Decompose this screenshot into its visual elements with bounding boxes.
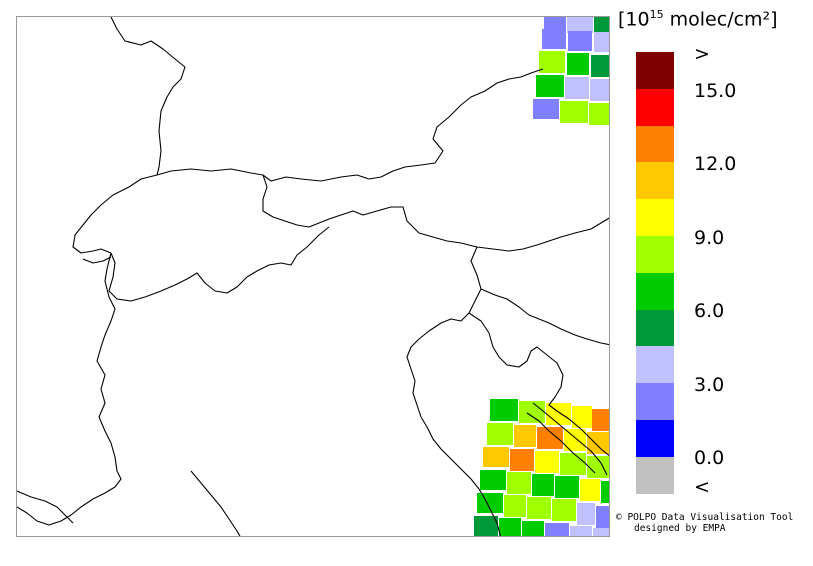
pixel-tile (590, 79, 609, 101)
legend-title-bracket-close: ] (770, 8, 778, 31)
pixel-tile (483, 447, 509, 467)
pixel-tile (594, 17, 609, 33)
pixel-tile (522, 521, 544, 536)
pixel-tile (565, 77, 589, 99)
pixel-tile (527, 497, 551, 519)
pixel-tile (519, 401, 545, 423)
pixel-tile (560, 453, 586, 475)
colorbar-segment (636, 162, 674, 200)
borders-layer (17, 17, 609, 536)
pixel-tile (537, 427, 563, 449)
pixel-swath-south (474, 399, 609, 536)
pixel-tile (601, 481, 609, 503)
border-fr-ch (72, 174, 158, 254)
colorbar-segment (636, 88, 674, 126)
colorbar (636, 52, 674, 494)
pixel-tile (564, 429, 586, 451)
pixel-tile (591, 55, 609, 77)
pixel-tile (546, 403, 571, 425)
border-ch-it (108, 226, 330, 302)
pixel-tile (487, 423, 513, 445)
map-canvas[interactable] (17, 17, 610, 537)
border-it-si (460, 246, 482, 322)
credit-block: © POLPO Data Visualisation Tool designed… (616, 512, 793, 534)
pixel-tile (567, 17, 593, 33)
pixel-tile (533, 99, 559, 119)
colorbar-segment (636, 383, 674, 420)
pixel-tile (594, 32, 609, 52)
border-de-north (156, 68, 544, 182)
pixel-tile (507, 472, 531, 494)
colorbar-label: 12.0 (694, 153, 737, 175)
pixel-tile (552, 499, 576, 521)
pixel-tile (580, 479, 600, 501)
colorbar-label: 3.0 (694, 374, 725, 396)
pixel-tile (539, 51, 565, 73)
pixel-tile (535, 451, 559, 473)
colorbar-segment (636, 456, 674, 494)
colorbar-segment (636, 199, 674, 236)
legend-title-base: 10 (625, 8, 650, 31)
colorbar-label: 15.0 (694, 80, 737, 102)
pixel-tile (499, 518, 521, 536)
pixel-tile (555, 476, 579, 498)
coastline-italy-adriatic (406, 318, 502, 536)
pixel-tile (577, 503, 595, 525)
pixel-tile (514, 425, 536, 447)
pixel-tile (560, 101, 588, 123)
border-fr-de (110, 17, 186, 176)
pixel-tile (532, 474, 554, 496)
islands-dalmatia (532, 402, 608, 476)
pixel-tile (568, 31, 592, 51)
pixel-tile (570, 526, 592, 536)
pixel-tile (587, 432, 609, 454)
colorbar-label: 0.0 (694, 447, 725, 469)
credit-line-1: © POLPO Data Visualisation Tool (616, 512, 794, 523)
pixel-tile (545, 523, 569, 536)
colorbar-segment (636, 346, 674, 384)
pixel-tile (480, 470, 506, 490)
pixel-tile (477, 493, 503, 513)
pixel-tile (542, 29, 566, 49)
map-panel[interactable] (16, 16, 610, 537)
colorbar-label: 9.0 (694, 227, 725, 249)
pixel-tile (589, 103, 609, 125)
pixel-tile (536, 75, 564, 97)
pixel-tile (504, 495, 526, 517)
coastline-tyrrhenian (190, 470, 241, 536)
pixel-tile (474, 516, 498, 536)
legend-title: [1015 molec/cm²] (618, 8, 778, 30)
pixel-tile (567, 53, 589, 75)
colorbar-segment (636, 52, 674, 89)
pixel-tile (510, 449, 534, 471)
colorbar-segment (636, 235, 674, 273)
lake-geneva (82, 256, 112, 264)
coastline-croatia (468, 312, 609, 457)
islands-dalmatia-2 (526, 412, 596, 474)
legend-title-exponent: 15 (649, 8, 664, 21)
credit-line-2: designed by EMPA (634, 523, 726, 534)
colorbar-segment (636, 309, 674, 347)
coastline-ligurian (17, 490, 74, 524)
legend-title-unit: molec/cm² (663, 8, 771, 31)
pixel-tile (572, 406, 592, 428)
colorbar-segment (636, 419, 674, 457)
border-alps-south (262, 174, 609, 252)
colorbar-label: 6.0 (694, 300, 725, 322)
pixel-tile (596, 506, 609, 528)
colorbar-segment (636, 125, 674, 163)
pixel-tile (490, 399, 518, 421)
border-fr-it (17, 252, 122, 526)
pixel-swath-north (533, 17, 609, 125)
colorbar-label: < (694, 476, 710, 498)
pixel-tile (587, 456, 609, 478)
colorbar-label: > (694, 43, 710, 65)
pixel-tile (592, 409, 609, 431)
pixel-tile (593, 528, 609, 536)
legend-title-bracket-open: [ (618, 8, 626, 31)
border-si-hr (480, 288, 609, 346)
colorbar-segment (636, 272, 674, 310)
